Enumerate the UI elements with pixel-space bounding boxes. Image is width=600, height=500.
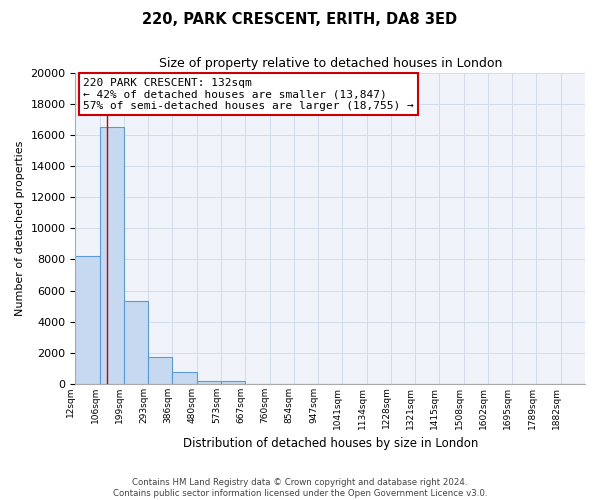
Bar xyxy=(100,128,124,384)
X-axis label: Distribution of detached houses by size in London: Distribution of detached houses by size … xyxy=(182,437,478,450)
Bar xyxy=(197,380,221,384)
Text: 220 PARK CRESCENT: 132sqm
← 42% of detached houses are smaller (13,847)
57% of s: 220 PARK CRESCENT: 132sqm ← 42% of detac… xyxy=(83,78,414,111)
Y-axis label: Number of detached properties: Number of detached properties xyxy=(15,140,25,316)
Bar xyxy=(221,381,245,384)
Text: Contains HM Land Registry data © Crown copyright and database right 2024.
Contai: Contains HM Land Registry data © Crown c… xyxy=(113,478,487,498)
Bar xyxy=(76,256,100,384)
Bar xyxy=(124,302,148,384)
Bar xyxy=(172,372,197,384)
Text: 220, PARK CRESCENT, ERITH, DA8 3ED: 220, PARK CRESCENT, ERITH, DA8 3ED xyxy=(142,12,458,28)
Bar xyxy=(148,356,172,384)
Title: Size of property relative to detached houses in London: Size of property relative to detached ho… xyxy=(158,58,502,70)
